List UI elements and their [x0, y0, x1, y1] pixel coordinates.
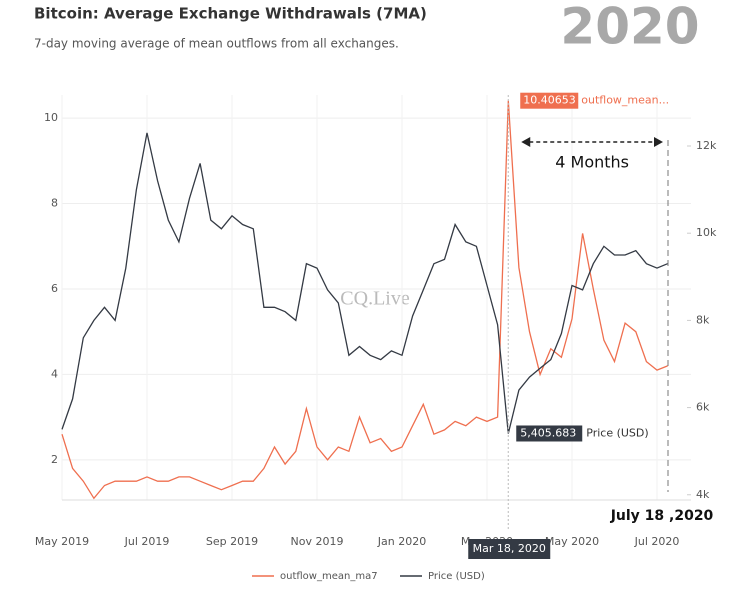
- crosshair-date: Mar 18, 2020: [473, 542, 546, 555]
- y-tick-label: 6: [51, 282, 58, 295]
- tooltip-value: 5,405.683: [520, 426, 576, 439]
- y-tick-label: 2: [51, 453, 58, 466]
- y-tick-label: 4: [51, 367, 58, 380]
- tooltip-series: outflow_mean...: [581, 94, 669, 107]
- legend-label: Price (USD): [428, 571, 485, 582]
- year-label: 2020: [560, 0, 699, 56]
- x-tick-label: Jul 2019: [124, 535, 170, 548]
- end-date: July 18 ,2020: [610, 508, 714, 524]
- tooltip-box: [520, 92, 579, 109]
- chart-title: Bitcoin: Average Exchange Withdrawals (7…: [34, 5, 427, 23]
- y2-tick-label: 4k: [696, 488, 710, 501]
- arrow-head: [521, 137, 531, 147]
- series-line: [61, 100, 668, 500]
- x-tick-label: Nov 2019: [291, 535, 344, 548]
- tooltip-box: [516, 425, 583, 442]
- arrow-head: [654, 137, 663, 147]
- y2-tick-label: 10k: [696, 226, 717, 239]
- date-box: [468, 539, 551, 559]
- x-tick-label: Jan 2020: [377, 535, 426, 548]
- y-tick-label: 8: [51, 197, 58, 210]
- y2-tick-label: 12k: [696, 139, 717, 152]
- duration-label: 4 Months: [555, 153, 629, 172]
- watermark: CQ.Live: [340, 288, 410, 310]
- y2-tick-label: 8k: [696, 313, 710, 326]
- y-tick-label: 10: [44, 111, 58, 124]
- series-line: [61, 132, 668, 434]
- x-tick-label: May 2020: [545, 535, 599, 548]
- x-tick-label: Jul 2020: [634, 535, 680, 548]
- legend-label: outflow_mean_ma7: [280, 571, 378, 582]
- tooltip-value: 10.40653: [523, 94, 576, 107]
- tooltip-series: Price (USD): [586, 426, 648, 439]
- x-tick-label: Sep 2019: [206, 535, 258, 548]
- x-tick-label: May 2019: [35, 535, 89, 548]
- y2-tick-label: 6k: [696, 401, 710, 414]
- chart-subtitle: 7-day moving average of mean outflows fr…: [34, 37, 399, 51]
